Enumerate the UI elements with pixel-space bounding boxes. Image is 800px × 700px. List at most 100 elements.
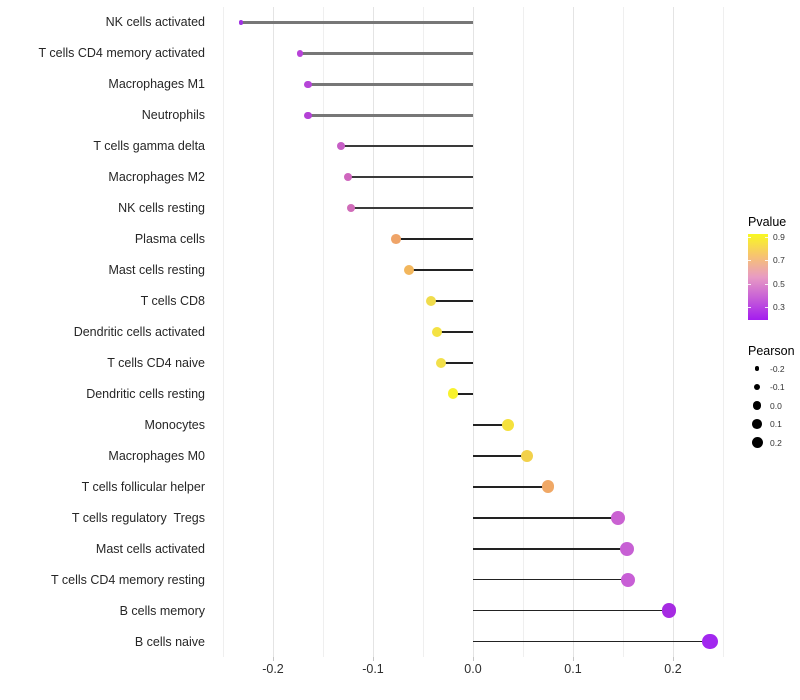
lollipop-dot bbox=[619, 541, 635, 556]
pvalue-tick-label: 0.5 bbox=[773, 278, 785, 289]
lollipop-dot bbox=[391, 234, 401, 244]
x-axis-tick bbox=[373, 657, 374, 661]
gridline bbox=[273, 7, 274, 657]
cell-type-label: Plasma cells bbox=[134, 232, 205, 247]
lollipop-dot bbox=[343, 173, 353, 182]
lollipop-dot bbox=[702, 633, 718, 650]
lollipop-stem bbox=[396, 238, 473, 240]
x-axis-tick bbox=[573, 657, 574, 661]
x-tick-label: 0.1 bbox=[564, 662, 582, 676]
pearson-legend-label: 0.2 bbox=[770, 437, 782, 448]
lollipop-dot bbox=[304, 80, 312, 88]
pvalue-tick-label: 0.7 bbox=[773, 255, 785, 266]
cell-type-label: T cells CD8 bbox=[140, 294, 205, 309]
gridline bbox=[723, 7, 724, 657]
lollipop-dot bbox=[435, 357, 447, 369]
lollipop-dot bbox=[620, 572, 636, 587]
pearson-legend-title: Pearson bbox=[748, 344, 795, 358]
lollipop-dot bbox=[346, 203, 356, 213]
pvalue-tick-label: 0.3 bbox=[773, 301, 785, 312]
cell-type-label: Mast cells resting bbox=[108, 263, 205, 278]
lollipop-stem bbox=[351, 207, 473, 210]
lollipop-stem bbox=[473, 424, 508, 426]
lollipop-dot bbox=[431, 326, 443, 338]
lollipop-stem bbox=[473, 485, 548, 488]
cell-type-label: T cells follicular helper bbox=[81, 479, 205, 494]
cell-type-label: T cells CD4 memory activated bbox=[38, 46, 206, 61]
lollipop-stem bbox=[437, 331, 473, 333]
cell-type-label: Dendritic cells activated bbox=[73, 325, 205, 339]
cell-type-label: Macrophages M2 bbox=[108, 170, 205, 185]
x-tick-label: -0.2 bbox=[262, 662, 284, 676]
lollipop-stem bbox=[308, 83, 473, 86]
pvalue-bar-tick bbox=[765, 260, 768, 262]
lollipop-stem bbox=[441, 362, 473, 364]
lollipop-stem bbox=[241, 21, 473, 24]
cell-type-label: Mast cells activated bbox=[95, 541, 205, 556]
pearson-legend-dot bbox=[753, 383, 761, 391]
gridline bbox=[573, 7, 574, 657]
cell-type-label: Macrophages M1 bbox=[108, 77, 205, 92]
x-tick-label: -0.1 bbox=[362, 662, 384, 676]
gridline bbox=[373, 7, 374, 657]
x-axis-tick bbox=[473, 657, 474, 661]
pearson-legend-label: -0.1 bbox=[770, 382, 785, 392]
pearson-legend-label: 0.1 bbox=[770, 419, 782, 429]
cell-type-label: T cells regulatory Tregs bbox=[71, 510, 205, 525]
gridline bbox=[673, 7, 674, 657]
pvalue-bar-tick bbox=[765, 283, 768, 285]
lollipop-dot bbox=[447, 388, 459, 400]
pvalue-tick-label: 0.9 bbox=[773, 232, 785, 242]
pearson-legend-label: -0.2 bbox=[770, 363, 785, 374]
lollipop-stem bbox=[341, 145, 473, 148]
pvalue-bar-tick bbox=[748, 237, 751, 238]
pearson-legend-dot bbox=[751, 437, 763, 448]
gridline bbox=[623, 7, 624, 657]
pvalue-bar-tick bbox=[748, 260, 751, 262]
pearson-legend-dot bbox=[752, 419, 762, 429]
pvalue-bar-tick bbox=[748, 283, 751, 285]
pearson-legend-label: 0.0 bbox=[770, 400, 782, 411]
lollipop-stem bbox=[473, 640, 710, 643]
cell-type-label: Dendritic cells resting bbox=[86, 386, 205, 401]
gridline bbox=[473, 7, 474, 657]
lollipop-dot bbox=[296, 49, 304, 57]
lollipop-stem bbox=[473, 516, 618, 519]
lollipop-stem bbox=[473, 609, 669, 612]
cell-type-label: NK cells activated bbox=[105, 15, 205, 30]
cell-type-label: Neutrophils bbox=[141, 108, 205, 123]
cell-type-label: Macrophages M0 bbox=[108, 448, 205, 463]
lollipop-dot bbox=[541, 480, 555, 494]
lollipop-stem bbox=[453, 393, 473, 395]
lollipop-stem bbox=[308, 114, 473, 117]
pvalue-bar-tick bbox=[748, 306, 751, 308]
gridline bbox=[423, 7, 424, 657]
cell-type-label: B cells naive bbox=[134, 634, 205, 649]
cell-type-label: Monocytes bbox=[144, 417, 205, 432]
cell-type-label: T cells gamma delta bbox=[93, 139, 205, 154]
pvalue-bar-tick bbox=[765, 237, 768, 238]
lollipop-stem bbox=[473, 454, 527, 457]
lollipop-stem bbox=[409, 269, 473, 271]
lollipop-stem bbox=[300, 52, 473, 55]
gridline bbox=[523, 7, 524, 657]
pearson-legend-dot bbox=[754, 366, 760, 371]
lollipop-stem bbox=[473, 578, 628, 581]
plot-panel bbox=[211, 7, 735, 657]
pvalue-legend-title: Pvalue bbox=[748, 215, 787, 229]
lollipop-dot bbox=[304, 111, 312, 119]
x-tick-label: 0.0 bbox=[464, 662, 482, 676]
lollipop-stem bbox=[431, 300, 473, 302]
cell-type-label: B cells memory bbox=[119, 603, 205, 618]
lollipop-stem bbox=[473, 547, 627, 550]
lollipop-dot bbox=[336, 142, 346, 151]
lollipop-dot bbox=[501, 418, 515, 431]
lollipop-dot bbox=[610, 510, 625, 525]
x-tick-label: 0.2 bbox=[664, 662, 682, 676]
lollipop-dot bbox=[661, 603, 677, 618]
lollipop-stem bbox=[348, 176, 473, 179]
gridline bbox=[323, 7, 324, 657]
pearson-legend-dot bbox=[752, 401, 762, 410]
cell-type-label: T cells CD4 naive bbox=[107, 355, 205, 370]
cell-type-label: T cells CD4 memory resting bbox=[51, 572, 205, 587]
